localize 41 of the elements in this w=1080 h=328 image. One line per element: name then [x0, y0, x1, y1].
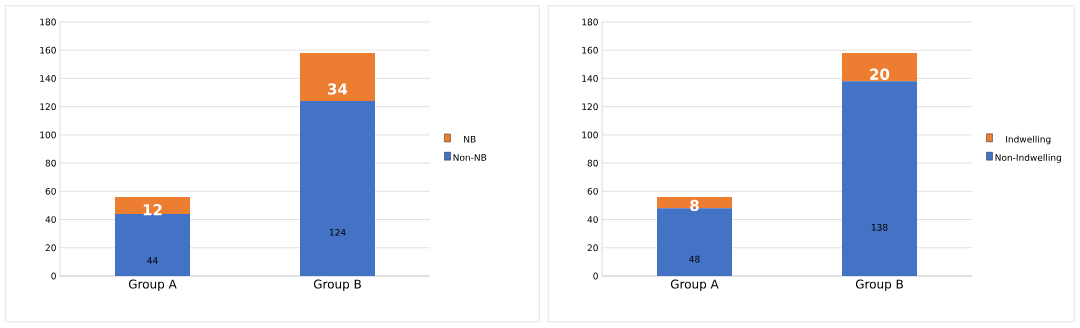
- y-tick-label: 180: [582, 18, 598, 26]
- y-tick-label: 60: [45, 187, 56, 195]
- x-tick-label: Group A: [670, 279, 719, 291]
- legend-label: Non-NB: [453, 154, 487, 161]
- bar: [842, 53, 917, 82]
- data-label: 20: [870, 68, 890, 80]
- y-tick-label: 100: [40, 131, 56, 139]
- y-tick-label: 120: [40, 103, 56, 111]
- y-tick-label: 160: [40, 46, 56, 54]
- x-tick-label: Group B: [313, 279, 361, 291]
- bar: [300, 53, 376, 102]
- y-tick-label: 140: [582, 75, 598, 82]
- y-tick-label: 180: [40, 18, 56, 26]
- y-tick-label: 0: [51, 272, 56, 280]
- y-tick-label: 20: [45, 244, 56, 252]
- legend-label: Indwelling: [1006, 135, 1051, 145]
- data-label: 124: [329, 228, 346, 236]
- legend-label: Non-Indwelling: [995, 154, 1061, 163]
- bar: [842, 81, 917, 276]
- y-tick-label: 40: [45, 216, 56, 223]
- data-label: 12: [143, 204, 162, 216]
- y-tick-label: 80: [587, 159, 598, 167]
- legend-label: NB: [464, 135, 476, 143]
- x-tick-label: Group B: [855, 279, 903, 291]
- y-tick-label: 160: [582, 46, 598, 54]
- y-tick-label: 100: [582, 131, 598, 139]
- data-label: 44: [147, 257, 158, 264]
- y-tick-label: 80: [45, 159, 56, 167]
- data-label: 34: [328, 83, 348, 95]
- bar: [300, 101, 376, 276]
- bar: [115, 196, 191, 214]
- data-label: 48: [689, 255, 700, 263]
- y-tick-label: 0: [593, 272, 598, 280]
- y-tick-label: 120: [582, 103, 598, 111]
- y-tick-label: 60: [587, 187, 598, 195]
- data-label: 138: [871, 223, 888, 231]
- bar: [657, 196, 732, 209]
- x-tick-label: Group A: [128, 279, 177, 291]
- y-tick-label: 40: [587, 216, 598, 223]
- y-tick-label: 20: [587, 244, 598, 252]
- y-tick-label: 140: [40, 75, 56, 82]
